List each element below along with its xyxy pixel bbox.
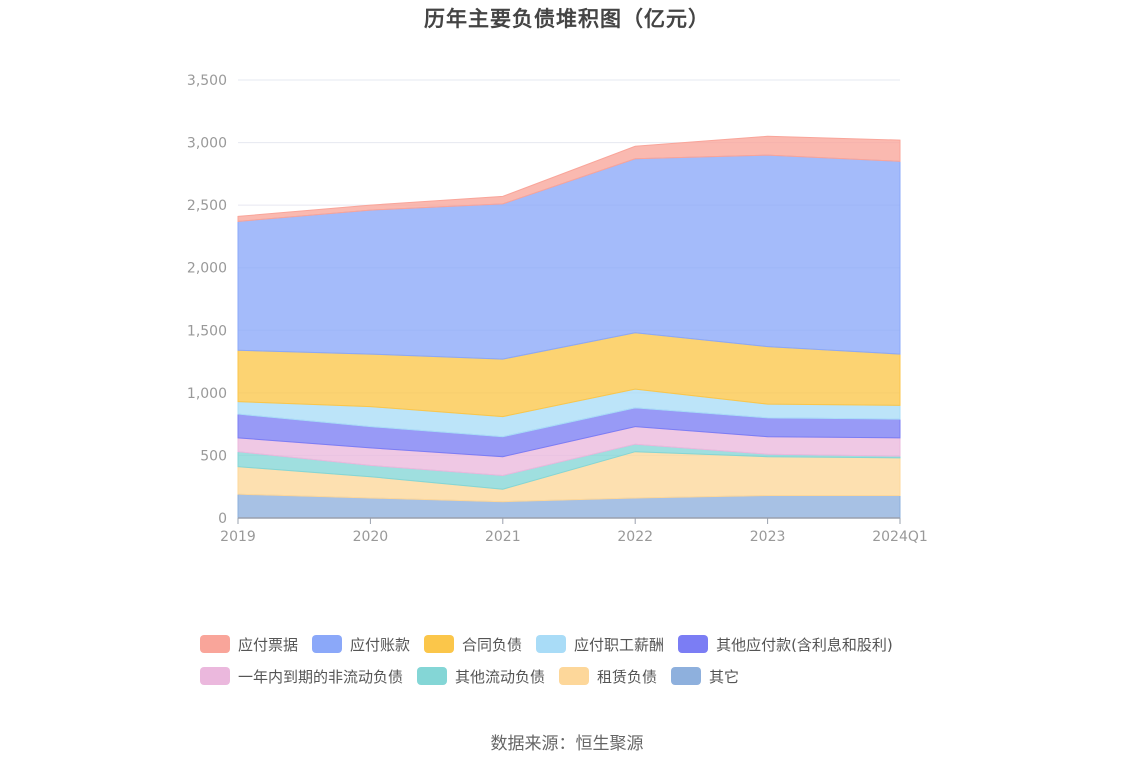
legend-label: 其他流动负债 xyxy=(455,667,546,686)
legend-swatch xyxy=(559,667,590,685)
y-axis-tick-labels: 0 500 1,000 1,500 2,000 2,500 3,000 3,500 xyxy=(187,73,227,527)
legend-item-current-portion-noncurrent[interactable]: 一年内到期的非流动负债 xyxy=(200,666,403,687)
y-tick-label: 3,500 xyxy=(187,73,227,89)
legend-item-accounts-payable[interactable]: 应付账款 xyxy=(312,634,410,655)
legend-row-1: 应付票据 应付账款 合同负债 应付职工薪酬 其他应付款(含利息和股利) xyxy=(200,630,960,658)
chart-title: 历年主要负债堆积图（亿元） xyxy=(424,7,710,31)
y-tick-label: 1,000 xyxy=(187,386,227,402)
legend-swatch xyxy=(536,635,567,653)
legend-swatch xyxy=(417,667,448,685)
legend-item-other[interactable]: 其它 xyxy=(671,666,739,687)
legend-swatch xyxy=(678,635,709,653)
area-series[interactable] xyxy=(237,154,901,360)
legend-swatch xyxy=(200,635,230,653)
y-tick-label: 2,500 xyxy=(187,198,227,214)
legend-label: 合同负债 xyxy=(462,635,523,654)
legend-label: 一年内到期的非流动负债 xyxy=(238,667,404,686)
legend-item-lease-liabilities[interactable]: 租赁负债 xyxy=(559,666,657,687)
legend-item-other-current-liabilities[interactable]: 其他流动负债 xyxy=(417,666,545,687)
legend-label: 租赁负债 xyxy=(597,667,658,686)
y-tick-label: 2,000 xyxy=(187,261,227,277)
x-tick-label: 2021 xyxy=(485,529,521,545)
x-tick-label: 2019 xyxy=(220,529,256,545)
legend-item-other-payables[interactable]: 其他应付款(含利息和股利) xyxy=(678,634,893,655)
legend-label: 应付职工薪酬 xyxy=(574,635,665,654)
legend-swatch xyxy=(671,667,702,685)
x-axis-tick-labels: 2019 2020 2021 2022 2023 2024Q1 xyxy=(220,529,928,545)
data-source-note: 数据来源：恒生聚源 xyxy=(490,734,644,754)
legend-item-notes-payable[interactable]: 应付票据 xyxy=(200,634,298,655)
legend-item-contract-liabilities[interactable]: 合同负债 xyxy=(424,634,522,655)
axes xyxy=(237,517,901,524)
legend-row-2: 一年内到期的非流动负债 其他流动负债 租赁负债 其它 xyxy=(200,662,960,690)
y-tick-label: 0 xyxy=(218,511,227,527)
y-tick-label: 1,500 xyxy=(187,323,227,339)
legend-label: 其他应付款(含利息和股利) xyxy=(716,635,893,654)
y-tick-label: 500 xyxy=(200,448,227,464)
x-tick-label: 2023 xyxy=(750,529,786,545)
x-tick-label: 2022 xyxy=(617,529,653,545)
chart-legend: 应付票据 应付账款 合同负债 应付职工薪酬 其他应付款(含利息和股利) 一年内到… xyxy=(200,630,960,694)
legend-label: 其它 xyxy=(709,667,740,686)
legend-item-employee-payable[interactable]: 应付职工薪酬 xyxy=(536,634,664,655)
legend-swatch xyxy=(312,635,343,653)
legend-swatch xyxy=(200,667,230,685)
x-tick-label: 2024Q1 xyxy=(872,529,928,545)
x-tick-label: 2020 xyxy=(353,529,389,545)
area-series[interactable] xyxy=(237,135,901,222)
y-tick-label: 3,000 xyxy=(187,136,227,152)
legend-label: 应付票据 xyxy=(238,635,299,654)
area-series-layer xyxy=(237,135,901,519)
legend-swatch xyxy=(424,635,455,653)
legend-label: 应付账款 xyxy=(350,635,411,654)
